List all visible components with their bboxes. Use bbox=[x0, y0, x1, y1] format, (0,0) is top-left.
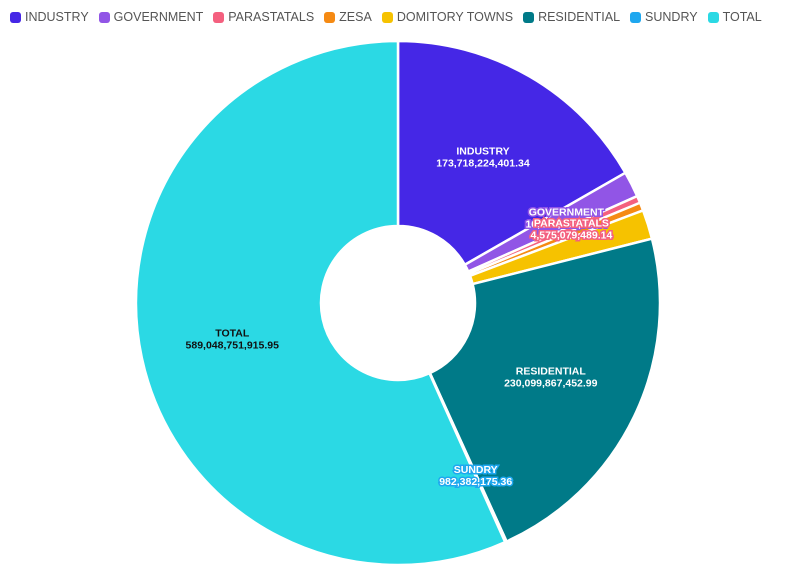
legend-item-total[interactable]: TOTAL bbox=[707, 10, 762, 24]
legend-swatch bbox=[10, 11, 21, 23]
data-label-value-sundry: 982,382,175.36 bbox=[439, 476, 512, 488]
legend-swatch bbox=[707, 11, 719, 23]
legend-item-domitory-towns[interactable]: DOMITORY TOWNS bbox=[381, 10, 514, 24]
slice-total[interactable] bbox=[134, 39, 507, 567]
data-label-name-industry: INDUSTRY bbox=[456, 145, 509, 157]
data-label-name-residential: RESIDENTIAL bbox=[516, 365, 587, 377]
legend-swatch bbox=[213, 11, 225, 23]
data-label-name-government: GOVERNMENT bbox=[529, 206, 605, 218]
legend-swatch bbox=[630, 11, 642, 23]
data-label-value-total: 589,048,751,915.95 bbox=[186, 339, 280, 351]
legend-label: INDUSTRY bbox=[25, 10, 89, 24]
legend-label: GOVERNMENT bbox=[113, 10, 204, 24]
data-label-value-parastatals: 4,575,079,489.14 bbox=[531, 229, 613, 241]
legend-item-zesa[interactable]: ZESA bbox=[324, 10, 372, 24]
legend-label: PARASTATALS bbox=[228, 10, 315, 24]
legend-swatch bbox=[324, 11, 336, 23]
legend-label: DOMITORY TOWNS bbox=[396, 10, 514, 24]
data-label-value-industry: 173,718,224,401.34 bbox=[436, 157, 530, 169]
legend: INDUSTRY GOVERNMENT PARASTATALS ZESA DOMITOR… bbox=[10, 10, 762, 24]
legend-item-parastatals[interactable]: PARASTATALS bbox=[213, 10, 314, 24]
legend-item-government[interactable]: GOVERNMENT bbox=[98, 10, 204, 24]
legend-swatch bbox=[98, 11, 110, 23]
data-label-name-sundry: SUNDRY bbox=[454, 464, 498, 476]
legend-item-sundry[interactable]: SUNDRY bbox=[630, 10, 698, 24]
slice-industry[interactable] bbox=[396, 39, 628, 267]
data-label-name-total: TOTAL bbox=[215, 327, 250, 339]
legend-label: TOTAL bbox=[722, 10, 762, 24]
legend-item-residential[interactable]: RESIDENTIAL bbox=[523, 10, 620, 24]
legend-label: RESIDENTIAL bbox=[538, 10, 621, 24]
data-label-value-residential: 230,099,867,452.99 bbox=[504, 377, 598, 389]
data-label-value-government: 16,482,101,339.4 bbox=[525, 218, 607, 230]
legend-swatch bbox=[523, 11, 535, 23]
legend-label: SUNDRY bbox=[645, 10, 698, 24]
data-label-name-parastatals: PARASTATALS bbox=[534, 217, 609, 229]
legend-swatch bbox=[381, 11, 393, 23]
slice-residential[interactable] bbox=[428, 237, 662, 544]
legend-item-industry[interactable]: INDUSTRY bbox=[10, 10, 89, 24]
legend-label: ZESA bbox=[339, 10, 372, 24]
